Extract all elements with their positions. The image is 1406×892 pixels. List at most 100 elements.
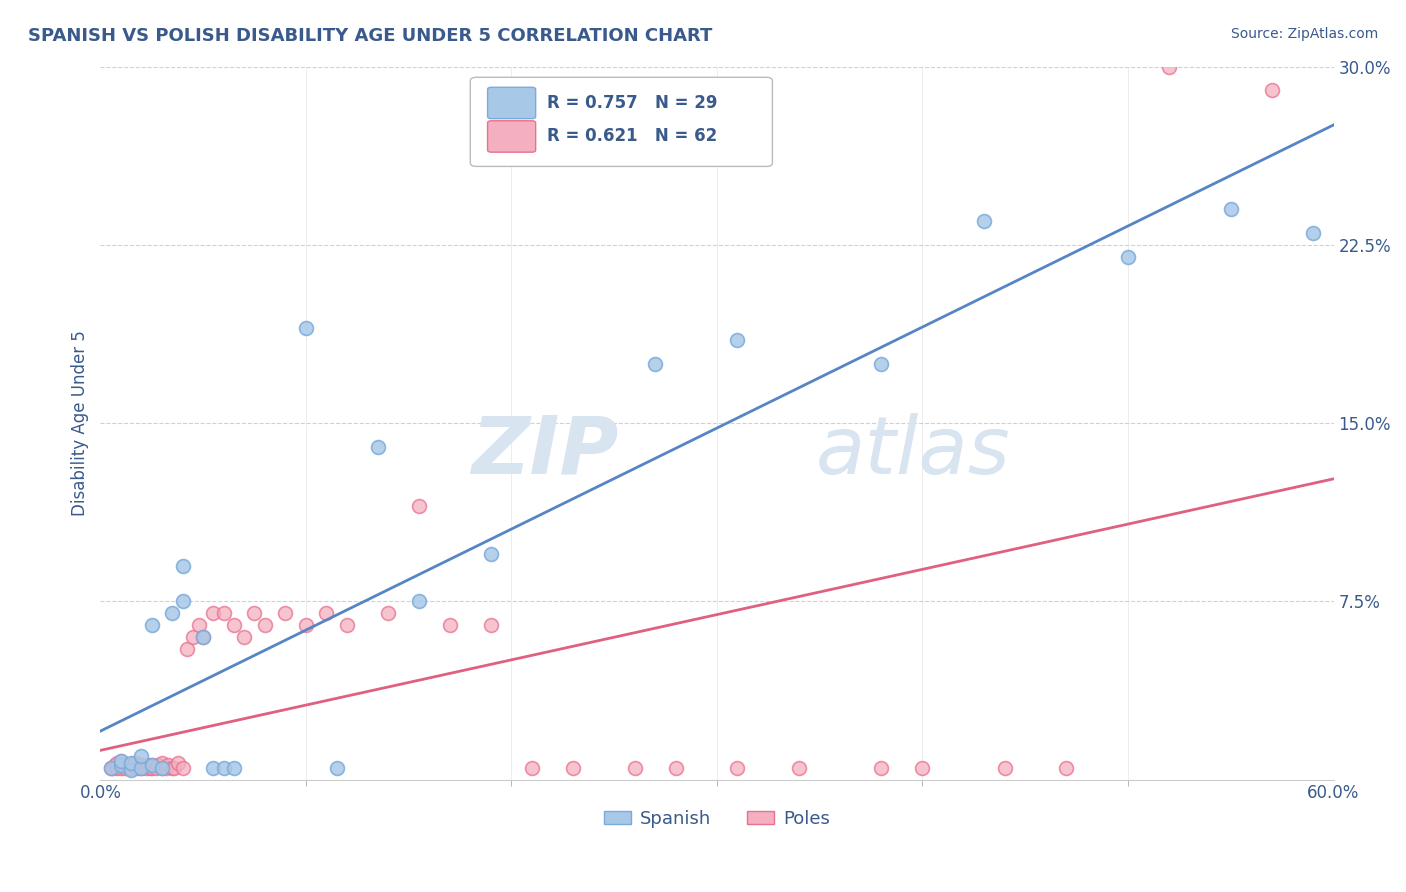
Point xyxy=(479,547,502,561)
Point xyxy=(408,500,430,514)
Point xyxy=(110,758,132,772)
Point xyxy=(145,761,167,775)
Point xyxy=(727,333,749,347)
Point xyxy=(176,641,198,656)
Text: SPANISH VS POLISH DISABILITY AGE UNDER 5 CORRELATION CHART: SPANISH VS POLISH DISABILITY AGE UNDER 5… xyxy=(28,27,713,45)
Text: ZIP: ZIP xyxy=(471,413,619,491)
Point xyxy=(131,758,153,772)
Point xyxy=(295,618,318,632)
Point xyxy=(167,756,190,770)
Point xyxy=(122,758,145,772)
FancyBboxPatch shape xyxy=(488,120,536,153)
Point xyxy=(157,758,180,772)
Point xyxy=(191,630,214,644)
Point xyxy=(110,754,132,768)
Point xyxy=(181,630,204,644)
Point xyxy=(202,761,225,775)
Point xyxy=(253,618,276,632)
Point xyxy=(408,594,430,608)
Point xyxy=(1261,83,1284,97)
Point xyxy=(162,606,184,620)
Point xyxy=(150,761,173,775)
Text: R = 0.757   N = 29: R = 0.757 N = 29 xyxy=(547,94,717,112)
Point xyxy=(1219,202,1241,217)
Point xyxy=(367,440,389,454)
Point xyxy=(172,594,194,608)
Point xyxy=(120,761,142,775)
Point xyxy=(141,758,163,772)
Point xyxy=(727,761,749,775)
Point xyxy=(120,756,142,770)
Point xyxy=(243,606,266,620)
Point xyxy=(110,754,132,768)
Point xyxy=(100,761,122,775)
Point xyxy=(212,761,235,775)
Point xyxy=(150,761,173,775)
Point xyxy=(222,618,245,632)
Point xyxy=(120,763,142,777)
Point xyxy=(124,756,146,770)
Point xyxy=(131,761,153,775)
Point xyxy=(315,606,337,620)
Point xyxy=(136,758,159,772)
Point xyxy=(146,758,169,772)
Point xyxy=(101,761,124,775)
Point xyxy=(439,618,461,632)
Point xyxy=(150,756,173,770)
Point xyxy=(141,758,163,772)
Point xyxy=(105,761,128,775)
Point xyxy=(1116,250,1139,264)
Point xyxy=(110,758,132,772)
Point xyxy=(973,214,995,228)
Point xyxy=(644,357,666,371)
Point xyxy=(100,761,122,775)
Text: R = 0.621   N = 62: R = 0.621 N = 62 xyxy=(547,128,717,145)
FancyBboxPatch shape xyxy=(488,87,536,119)
Point xyxy=(162,761,184,775)
Point xyxy=(131,748,153,763)
Point xyxy=(870,357,893,371)
Point xyxy=(911,761,934,775)
Text: Source: ZipAtlas.com: Source: ZipAtlas.com xyxy=(1230,27,1378,41)
Point xyxy=(172,761,194,775)
Legend: Spanish, Poles: Spanish, Poles xyxy=(596,802,838,835)
Point xyxy=(141,618,163,632)
Point xyxy=(1159,60,1181,74)
Point xyxy=(520,761,543,775)
Point xyxy=(135,761,157,775)
Point xyxy=(336,618,359,632)
Point xyxy=(212,606,235,620)
Point xyxy=(202,606,225,620)
Point xyxy=(163,761,186,775)
Point xyxy=(1054,761,1077,775)
Point xyxy=(105,756,128,770)
Point xyxy=(110,761,132,775)
Point xyxy=(172,558,194,573)
Point xyxy=(138,761,160,775)
Point xyxy=(222,761,245,775)
Point xyxy=(155,761,177,775)
Point xyxy=(131,761,153,775)
Point xyxy=(562,761,585,775)
Point xyxy=(787,761,810,775)
Point xyxy=(1302,226,1324,240)
Point xyxy=(233,630,256,644)
Point xyxy=(274,606,297,620)
Point xyxy=(295,321,318,335)
Point xyxy=(188,618,211,632)
Y-axis label: Disability Age Under 5: Disability Age Under 5 xyxy=(72,330,89,516)
Point xyxy=(623,761,645,775)
Point xyxy=(127,761,149,775)
Point xyxy=(994,761,1017,775)
Point xyxy=(665,761,688,775)
Text: atlas: atlas xyxy=(815,413,1011,491)
Point xyxy=(870,761,893,775)
Point xyxy=(118,761,141,775)
Point xyxy=(115,758,138,772)
Point xyxy=(104,758,127,772)
Point xyxy=(325,761,347,775)
Point xyxy=(141,761,163,775)
Point xyxy=(479,618,502,632)
FancyBboxPatch shape xyxy=(470,78,772,167)
Point xyxy=(191,630,214,644)
